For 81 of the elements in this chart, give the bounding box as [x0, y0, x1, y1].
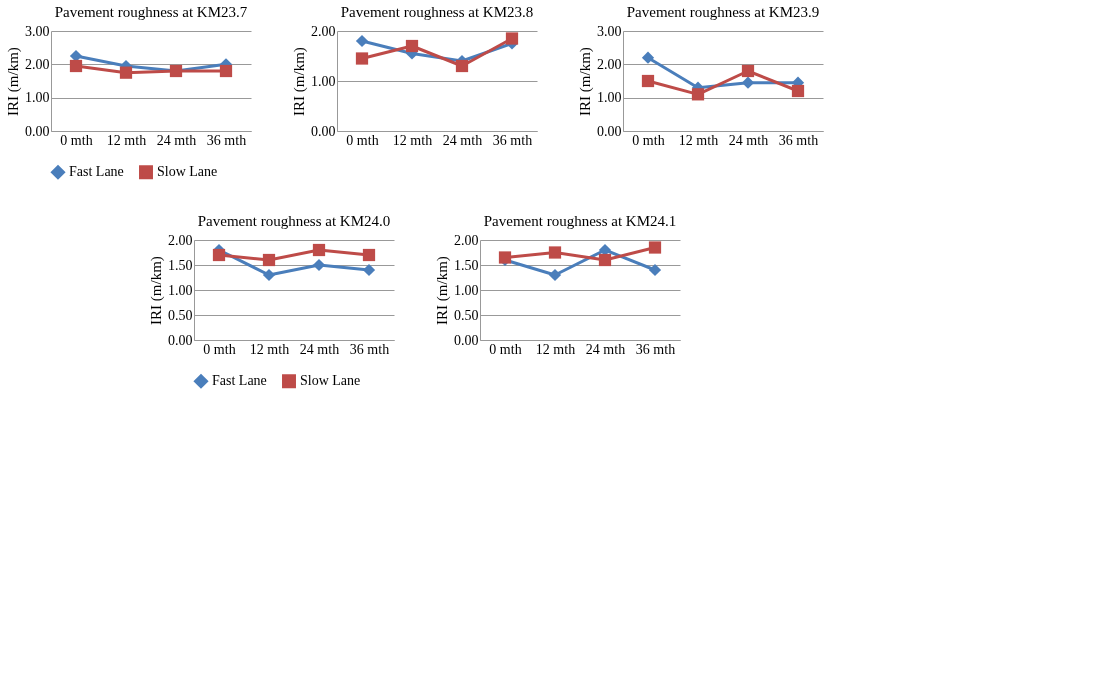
x-tick-label: 36 mth [349, 341, 390, 357]
point [219, 64, 233, 78]
x-tick-label: 12 mth [249, 341, 290, 357]
x-tick-label: 24 mth [728, 132, 769, 148]
y-axis-title: IRI (m/km) [434, 256, 451, 325]
x-tick-label: 36 mth [206, 132, 247, 148]
x-tick-label: 36 mth [492, 132, 533, 148]
point [741, 76, 755, 89]
point [312, 258, 326, 272]
chart-title: Pavement roughness at KM23.9 [626, 4, 820, 20]
point [355, 34, 369, 48]
x-tick-label: 0 mth [203, 341, 236, 357]
y-tick-label: 0.00 [25, 123, 50, 139]
chart-title: Pavement roughness at KM24.1 [483, 213, 677, 229]
point [598, 253, 612, 267]
y-tick-label: 1.50 [168, 257, 193, 273]
point [548, 268, 562, 282]
chart-title: Pavement roughness at KM23.8 [340, 4, 534, 20]
point [355, 52, 369, 65]
point [262, 253, 276, 267]
y-tick-label: 0.50 [454, 307, 479, 323]
x-tick-label: 12 mth [392, 132, 433, 148]
y-tick-label: 0.00 [168, 332, 193, 348]
chart-title: Pavement roughness at KM24.0 [197, 213, 391, 229]
point [648, 241, 662, 254]
y-tick-label: 3.00 [597, 23, 622, 39]
x-tick-label: 0 mth [346, 132, 379, 148]
y-tick-label: 1.00 [311, 73, 336, 89]
y-tick-label: 3.00 [25, 23, 50, 39]
point [548, 246, 562, 259]
legend-label: Slow Lane [157, 164, 218, 180]
x-tick-label: 12 mth [106, 132, 147, 148]
point [362, 248, 376, 262]
y-axis-title: IRI (m/km) [5, 47, 22, 116]
point [741, 64, 755, 78]
x-tick-label: 36 mth [635, 341, 676, 357]
point [312, 243, 326, 257]
y-tick-label: 1.00 [168, 282, 193, 298]
point [262, 268, 276, 282]
x-tick-label: 0 mth [489, 341, 522, 357]
y-tick-label: 2.00 [597, 56, 622, 72]
point [641, 51, 655, 64]
y-tick-label: 2.00 [311, 23, 336, 39]
y-tick-label: 2.00 [25, 56, 50, 72]
y-tick-label: 1.00 [597, 90, 622, 106]
y-tick-label: 1.00 [454, 282, 479, 298]
legend-label: Slow Lane [300, 373, 361, 389]
point [648, 263, 662, 277]
x-tick-label: 24 mth [156, 132, 197, 148]
x-tick-label: 36 mth [778, 132, 819, 148]
y-axis-title: IRI (m/km) [577, 47, 594, 116]
point [362, 263, 376, 277]
y-tick-label: 0.00 [311, 123, 336, 139]
point [791, 84, 805, 98]
y-axis-title: IRI (m/km) [148, 256, 165, 325]
point [212, 248, 226, 262]
y-tick-label: 1.00 [25, 90, 50, 106]
point [505, 32, 519, 45]
legend-label: Fast Lane [212, 373, 267, 389]
y-tick-label: 1.50 [454, 257, 479, 273]
x-tick-label: 24 mth [585, 341, 626, 357]
chart-title: Pavement roughness at KM23.7 [54, 4, 248, 20]
point [455, 59, 469, 73]
x-tick-label: 12 mth [678, 132, 719, 148]
x-tick-label: 24 mth [299, 341, 340, 357]
x-tick-label: 0 mth [60, 132, 93, 148]
point [69, 59, 83, 73]
y-tick-label: 2.00 [168, 232, 193, 248]
x-tick-label: 0 mth [632, 132, 665, 148]
y-tick-label: 0.00 [597, 123, 622, 139]
y-tick-label: 0.50 [168, 307, 193, 323]
x-tick-label: 12 mth [535, 341, 576, 357]
y-axis-title: IRI (m/km) [291, 47, 308, 116]
point [119, 66, 133, 79]
x-tick-label: 24 mth [442, 132, 483, 148]
y-tick-label: 2.00 [454, 232, 479, 248]
point [641, 74, 655, 88]
point [691, 88, 705, 101]
legend-label: Fast Lane [69, 164, 124, 180]
point [405, 39, 419, 53]
y-tick-label: 0.00 [454, 332, 479, 348]
